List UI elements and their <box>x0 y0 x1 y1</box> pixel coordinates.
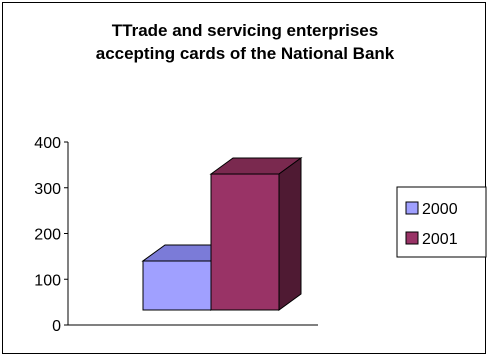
y-tick-label: 0 <box>52 318 61 335</box>
y-tick-label: 300 <box>34 181 61 198</box>
y-tick-label: 200 <box>34 227 61 244</box>
y-tick-label: 400 <box>34 135 61 152</box>
legend-swatch-2001 <box>405 231 419 245</box>
chart-title-line-1: TTrade and servicing enterprises <box>111 21 379 40</box>
chart-title-line-2: accepting cards of the National Bank <box>95 44 395 63</box>
bar-front-2000 <box>142 260 212 311</box>
legend-label-2001: 2001 <box>422 231 458 248</box>
bar-side-2001 <box>278 157 302 311</box>
legend-label-2000: 2000 <box>422 201 458 218</box>
legend-box <box>396 186 487 258</box>
y-tick-label: 100 <box>34 272 61 289</box>
bar-front-2001 <box>210 173 280 311</box>
legend-swatch-2000 <box>405 201 419 215</box>
